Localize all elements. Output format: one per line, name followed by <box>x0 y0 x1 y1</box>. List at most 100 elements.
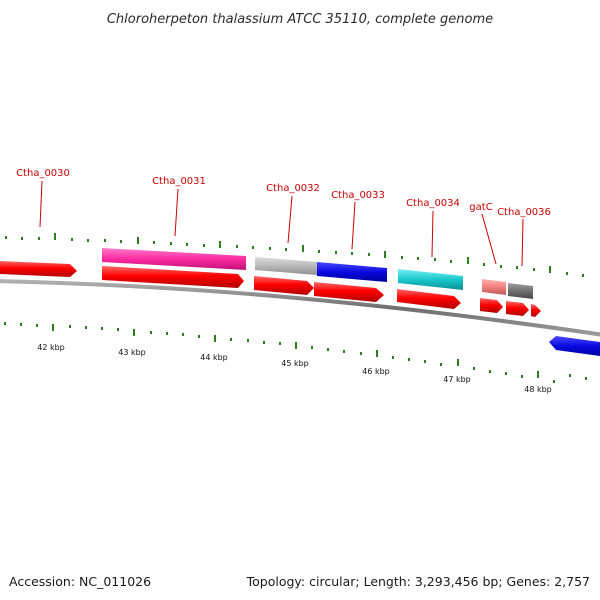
cds-arrow-ctha-0034[interactable] <box>397 289 461 309</box>
cds-arrow-small[interactable] <box>531 304 541 317</box>
scale-label: 47 kbp <box>443 375 471 384</box>
tick-mark <box>537 371 539 378</box>
tick-mark <box>236 245 238 248</box>
tick-mark <box>198 335 200 338</box>
leader-line <box>287 195 293 244</box>
feature-ctha-0034[interactable] <box>398 269 463 290</box>
tick-mark <box>327 348 329 351</box>
feature-reverse-strand[interactable] <box>549 336 600 356</box>
leader-line <box>174 188 179 237</box>
tick-mark <box>533 268 535 271</box>
tick-mark <box>20 323 22 326</box>
tick-mark <box>549 266 551 273</box>
tick-mark <box>4 322 6 325</box>
tick-mark <box>85 326 87 329</box>
tick-mark <box>247 339 249 342</box>
tick-mark <box>500 265 502 268</box>
tick-mark <box>21 237 23 240</box>
tick-mark <box>489 370 491 373</box>
scale-label: 43 kbp <box>118 348 146 357</box>
gene-label-ctha-0032: Ctha_0032 <box>266 183 320 194</box>
tick-mark <box>553 380 555 383</box>
tick-mark <box>166 332 168 335</box>
accession-text: Accession: NC_011026 <box>9 574 151 589</box>
tick-mark <box>285 248 287 251</box>
tick-mark <box>36 324 38 327</box>
outer-ticks <box>5 233 584 277</box>
tick-mark <box>182 333 184 336</box>
gene-label-ctha-0031: Ctha_0031 <box>152 176 206 187</box>
tick-mark <box>120 240 122 243</box>
feature-ctha-0036[interactable] <box>508 283 533 299</box>
tick-mark <box>214 335 216 342</box>
tick-mark <box>505 372 507 375</box>
feature-ctha-0032[interactable] <box>255 257 317 275</box>
tick-mark <box>219 241 221 248</box>
leader-line <box>481 213 497 265</box>
scale-label: 45 kbp <box>281 359 309 368</box>
tick-mark <box>38 237 40 240</box>
gene-label-ctha-0033: Ctha_0033 <box>331 190 385 201</box>
tick-mark <box>384 251 386 258</box>
cds-arrow-ctha-0032[interactable] <box>254 276 314 295</box>
tick-mark <box>279 342 281 345</box>
tick-mark <box>54 233 56 240</box>
tick-mark <box>582 274 584 277</box>
feature-ctha-0030[interactable] <box>0 261 77 277</box>
gene-label-ctha-0036: Ctha_0036 <box>497 207 551 218</box>
scale-label: 44 kbp <box>200 353 228 362</box>
tick-mark <box>69 325 71 328</box>
cds-arrow-ctha-0031[interactable] <box>102 266 244 288</box>
tick-mark <box>521 375 523 378</box>
tick-mark <box>101 327 103 330</box>
tick-mark <box>569 374 571 377</box>
scale-label: 48 kbp <box>524 385 552 394</box>
tick-mark <box>516 266 518 269</box>
cds-arrow-ctha-0033[interactable] <box>314 282 384 302</box>
genome-backbone <box>0 279 600 337</box>
gene-leader-lines <box>39 180 524 267</box>
tick-mark <box>87 239 89 242</box>
gene-label-gatc: gatC <box>469 202 492 213</box>
tick-mark <box>473 367 475 370</box>
tick-mark <box>153 241 155 244</box>
tick-mark <box>392 356 394 359</box>
tick-mark <box>150 331 152 334</box>
tick-mark <box>302 245 304 252</box>
tick-mark <box>368 253 370 256</box>
feature-track <box>0 248 533 299</box>
tick-mark <box>483 263 485 266</box>
tick-mark <box>117 328 119 331</box>
tick-mark <box>137 237 139 244</box>
tick-mark <box>440 363 442 366</box>
cds-track <box>102 266 541 317</box>
gene-labels: Ctha_0030 Ctha_0031 Ctha_0032 Ctha_0033 … <box>16 168 551 218</box>
leader-line <box>431 210 434 258</box>
tick-mark <box>457 359 459 366</box>
cds-arrow-gatc[interactable] <box>480 298 503 313</box>
leader-line <box>521 218 524 267</box>
scale-labels: 42 kbp 43 kbp 44 kbp 45 kbp 46 kbp 47 kb… <box>37 343 552 394</box>
feature-gatc[interactable] <box>482 279 506 295</box>
tick-mark <box>203 244 205 247</box>
tick-mark <box>424 360 426 363</box>
tick-mark <box>376 350 378 357</box>
tick-mark <box>450 260 452 263</box>
cds-arrow-ctha-0036[interactable] <box>506 301 529 316</box>
tick-mark <box>269 247 271 250</box>
tick-mark <box>170 242 172 245</box>
feature-ctha-0031[interactable] <box>102 248 246 270</box>
tick-mark <box>52 324 54 331</box>
tick-mark <box>252 246 254 249</box>
leader-line <box>39 180 43 228</box>
tick-mark <box>417 257 419 260</box>
tick-mark <box>566 272 568 275</box>
map-title: Chloroherpeton thalassium ATCC 35110, co… <box>107 12 493 27</box>
tick-mark <box>71 238 73 241</box>
tick-mark <box>311 346 313 349</box>
tick-mark <box>585 377 587 380</box>
feature-ctha-0033[interactable] <box>317 262 387 282</box>
tick-mark <box>335 251 337 254</box>
tick-mark <box>230 338 232 341</box>
